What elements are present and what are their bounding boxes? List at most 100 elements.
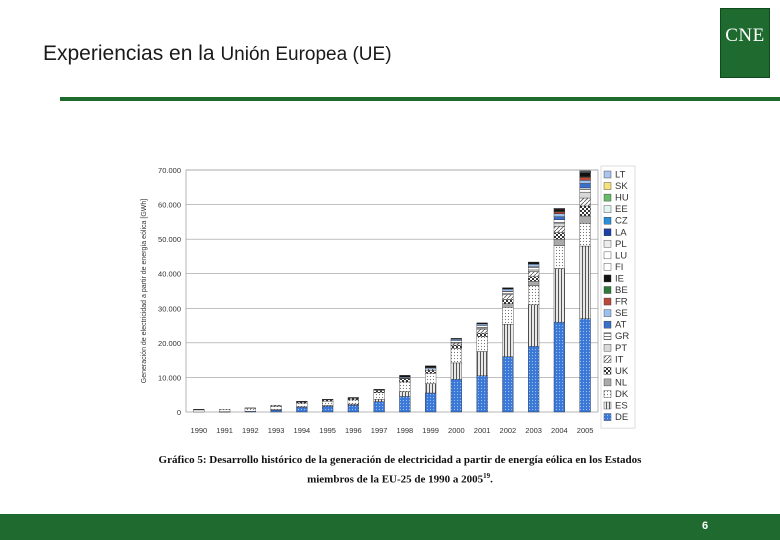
logo-text: CNE xyxy=(725,25,765,46)
bar-segment-it-1999 xyxy=(425,368,437,371)
bar-segment-nl-2004 xyxy=(553,238,565,246)
bar-segment-uk-1993 xyxy=(270,405,282,407)
legend-label-fi: FI xyxy=(615,262,623,273)
legend-label-it: IT xyxy=(615,354,624,365)
bar-segment-pt-2005 xyxy=(579,191,591,199)
caption-line-2-end: . xyxy=(490,473,493,486)
bar-segment-pt-2002 xyxy=(502,293,514,295)
legend-label-pl: PL xyxy=(615,239,627,250)
bar-segment-uk-2005 xyxy=(579,205,591,217)
x-tick-label: 1999 xyxy=(422,426,439,435)
x-tick-label: 2001 xyxy=(474,426,491,435)
bar-segment-es-1998 xyxy=(399,391,411,397)
bar-segment-gr-2003 xyxy=(528,266,540,271)
bar-segment-dk-1992 xyxy=(244,408,256,412)
bar-segment-it-2001 xyxy=(476,328,488,334)
legend-swatch-it xyxy=(603,355,612,364)
bar-segment-it-2002 xyxy=(502,294,514,300)
bar-segment-uk-1996 xyxy=(347,397,359,401)
bar-segment-es-2003 xyxy=(528,304,540,347)
legend-swatch-at xyxy=(603,320,612,329)
bar-segment-es-2000 xyxy=(450,362,462,380)
legend-label-cz: CZ xyxy=(615,216,628,227)
legend-swatch-fr xyxy=(603,297,612,306)
bar-segment-fr-2005 xyxy=(579,177,591,181)
x-tick-label: 1991 xyxy=(216,426,233,435)
bar-segment-lt-2005 xyxy=(579,170,591,172)
legend-swatch-es xyxy=(603,401,612,410)
slide-title-part1: Experiencias en la xyxy=(43,42,221,65)
caption-line-2-text: miembros de la EU-25 de 1990 a 2005 xyxy=(307,473,484,486)
legend-swatch-dk xyxy=(603,390,612,398)
bar-segment-dk-1995 xyxy=(322,401,334,406)
legend-swatch-sk xyxy=(603,182,612,190)
legend-label-lu: LU xyxy=(615,250,627,261)
legend-swatch-be xyxy=(603,286,612,294)
bar-segment-uk-2003 xyxy=(528,276,540,282)
bar-segment-it-2000 xyxy=(450,342,462,346)
bar-segment-dk-1991 xyxy=(219,409,231,412)
bar-segment-de-1999 xyxy=(425,392,437,413)
legend-label-at: AT xyxy=(615,320,627,331)
bar-segment-ie-1995 xyxy=(322,399,334,401)
bar-segment-se-2005 xyxy=(579,180,591,184)
bar-segment-se-1999 xyxy=(425,367,437,370)
bar-segment-ie-1999 xyxy=(425,365,437,368)
bar-segment-ie-1998 xyxy=(399,375,411,378)
legend-label-hu: HU xyxy=(615,193,629,204)
bar-segment-dk-2000 xyxy=(450,348,462,364)
bar-segment-de-2002 xyxy=(502,356,514,413)
legend-label-nl: NL xyxy=(615,377,627,388)
bar-segment-es-1997 xyxy=(373,399,385,402)
bar-segment-dk-1990 xyxy=(193,409,205,413)
legend-swatch-gr xyxy=(603,332,612,340)
bar-segment-es-2002 xyxy=(502,324,514,357)
bar-segment-nl-2005 xyxy=(579,215,591,224)
bar-segment-it-2005 xyxy=(579,197,591,207)
bar-segment-dk-2004 xyxy=(553,245,565,269)
bar-segment-de-2000 xyxy=(450,378,462,413)
bar-segment-it-2004 xyxy=(553,226,565,233)
x-tick-label: 1990 xyxy=(191,426,208,435)
cne-logo: CNE xyxy=(720,8,770,78)
bar-segment-se-2004 xyxy=(553,213,565,217)
bar-segment-uk-2000 xyxy=(450,344,462,349)
wind-generation-chart: 0 10.000 20.000 30.000 40.000 50.000 60.000 70.… xyxy=(141,165,636,435)
bar-segment-dk-2001 xyxy=(476,336,488,352)
bar-segment-at-2005 xyxy=(579,183,591,189)
y-tick-label: 30.000 xyxy=(158,304,181,313)
bar-segment-pt-2003 xyxy=(528,269,540,272)
y-tick-label: 10.000 xyxy=(158,373,181,382)
legend-label-se: SE xyxy=(615,308,628,319)
x-tick-label: 1997 xyxy=(371,426,388,435)
bar-segment-uk-2004 xyxy=(553,232,565,240)
x-tick-label: 1994 xyxy=(294,426,311,435)
bar-segment-uk-1999 xyxy=(425,370,437,374)
legend-swatch-nl xyxy=(603,378,612,387)
legend-label-uk: UK xyxy=(615,366,629,377)
legend-label-sk: SK xyxy=(615,181,628,192)
bar-segment-ie-1997 xyxy=(373,389,385,391)
bar-segment-de-1994 xyxy=(296,406,308,413)
bar-segment-es-2001 xyxy=(476,351,488,376)
y-tick-label: 40.000 xyxy=(158,270,181,279)
page-number: 6 xyxy=(701,520,709,532)
bar-segment-dk-1994 xyxy=(296,402,308,407)
bar-segment-dk-1997 xyxy=(373,392,385,400)
bar-segment-uk-2002 xyxy=(502,299,514,304)
y-tick-label: 70.000 xyxy=(158,166,181,175)
bar-segment-gr-2005 xyxy=(579,187,591,193)
bar-segment-gr-2001 xyxy=(476,325,488,329)
bar-segment-de-2005 xyxy=(579,318,591,413)
bar-segment-ie-1994 xyxy=(296,401,308,403)
bar-segment-uk-1998 xyxy=(399,378,411,383)
chart-caption: Gráfico 5: Desarrollo histórico de la ge… xyxy=(120,452,680,488)
bar-segment-de-1998 xyxy=(399,396,411,413)
bar-segment-pl-2004 xyxy=(553,208,565,209)
bar-segment-de-1995 xyxy=(322,405,334,413)
bar-segment-gr-2004 xyxy=(553,219,565,224)
legend-label-es: ES xyxy=(615,401,628,412)
bar-segment-ie-2005 xyxy=(579,172,591,177)
bar-segment-nl-2002 xyxy=(502,303,514,308)
legend-label-lt: LT xyxy=(615,170,626,181)
